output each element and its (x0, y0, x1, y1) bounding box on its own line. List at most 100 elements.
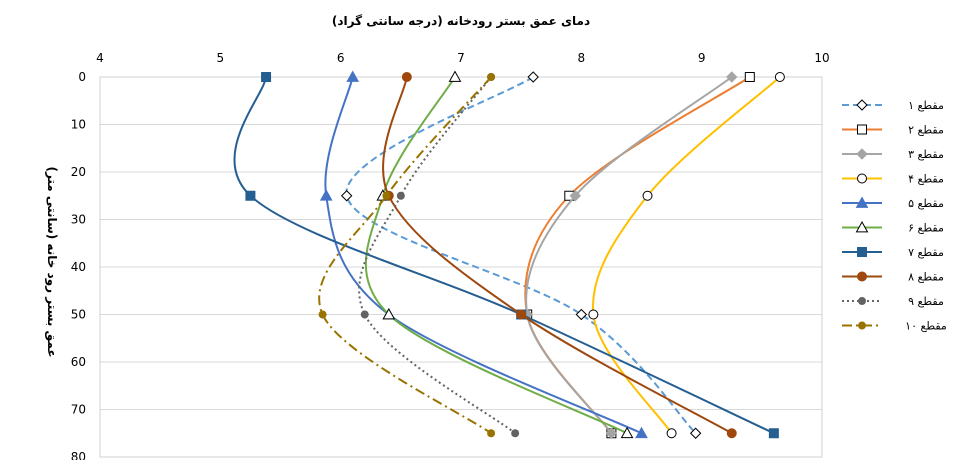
series-7 (233, 72, 779, 439)
legend-item: مقطع ۴ (842, 173, 944, 186)
x-tick-label: 5 (217, 51, 225, 65)
series-line (591, 76, 781, 434)
series-4 (588, 72, 785, 439)
series-marker (855, 196, 869, 208)
series-marker (487, 73, 496, 81)
legend-label: مقطع ۴ (908, 173, 944, 186)
legend-label: مقطع ۲ (908, 124, 944, 137)
series-marker (245, 190, 256, 201)
legend-label: مقطع ۳ (908, 148, 944, 161)
series-marker (340, 190, 353, 202)
series-marker (856, 148, 868, 160)
y-tick-label: 20 (71, 165, 86, 179)
chart-title: دمای عمق بستر رودخانه (درجه سانتی گراد) (332, 14, 590, 29)
x-tick-label: 4 (96, 51, 104, 65)
series-line (358, 76, 516, 435)
legend-label: مقطع ۶ (908, 222, 944, 235)
series-marker (396, 191, 405, 200)
series-marker (768, 428, 779, 439)
series-marker (319, 189, 333, 201)
y-tick-label: 40 (71, 260, 86, 274)
legend-label: مقطع ۹ (908, 295, 944, 308)
series-marker (666, 428, 677, 439)
series-marker (857, 173, 867, 184)
legend: مقطع ۱ مقطع ۲ مقطع ۳ مقطع ۴ مقطع ۵ مقطع ۶ مقطع… (842, 99, 947, 333)
series-marker (588, 309, 599, 320)
series-marker (487, 429, 496, 438)
series-marker (382, 307, 396, 320)
series-marker (635, 426, 648, 439)
series-marker (856, 99, 868, 111)
plot-border (99, 76, 823, 458)
x-tick-label: 8 (578, 51, 586, 65)
legend-label: مقطع ۵ (908, 197, 944, 210)
legend-item: مقطع ۶ (842, 220, 944, 235)
gridlines (100, 124, 822, 410)
legend-item: مقطع ۱۰ (842, 320, 947, 333)
legend-item: مقطع ۳ (842, 148, 944, 161)
series-marker (857, 271, 867, 282)
y-tick-label: 50 (71, 308, 86, 322)
series-line (345, 76, 697, 434)
series-marker (346, 70, 360, 82)
x-tick-label: 10 (814, 51, 829, 65)
legend-label: مقطع ۱۰ (905, 320, 947, 333)
y-tick-label: 60 (71, 355, 86, 369)
series-marker (360, 310, 369, 319)
x-tick-label: 6 (337, 51, 345, 65)
x-tick-label: 7 (457, 51, 465, 65)
series-line (382, 76, 733, 435)
series-marker (620, 426, 634, 439)
series-marker (726, 428, 737, 439)
series-line (233, 76, 775, 435)
series-marker (569, 190, 582, 202)
series-8 (382, 72, 737, 439)
series-marker (857, 247, 867, 257)
series-marker (774, 72, 785, 82)
legend-item: مقطع ۱ (842, 99, 944, 112)
series-line (318, 76, 492, 435)
series-group (233, 70, 785, 439)
series-marker (318, 310, 327, 319)
series-3 (521, 71, 738, 439)
series-marker (642, 190, 653, 201)
legend-item: مقطع ۸ (842, 271, 944, 284)
series-marker (575, 308, 588, 321)
y-tick-label: 10 (71, 118, 86, 132)
series-marker (448, 70, 462, 82)
legend-item: مقطع ۷ (842, 246, 944, 259)
series-marker (382, 191, 391, 200)
series-marker (605, 427, 618, 439)
series-marker (516, 309, 527, 320)
series-marker (855, 220, 869, 233)
y-axis-label: عمق بستر رود خانه (سانتی متر) (44, 166, 59, 357)
series-10 (318, 73, 496, 438)
series-marker (511, 429, 520, 438)
series-marker (858, 321, 866, 330)
series-marker (261, 72, 272, 82)
series-marker (744, 72, 755, 82)
series-9 (358, 73, 520, 438)
series-marker (858, 297, 866, 305)
series-marker (401, 72, 412, 82)
x-tick-label: 9 (698, 51, 706, 65)
y-tick-label: 30 (71, 213, 86, 227)
axes: 0 10 20 30 40 50 60 70 80 4 5 6 7 8 9 10 (71, 51, 830, 460)
legend-label: مقطع ۱ (908, 99, 944, 112)
y-tick-label: 0 (78, 70, 86, 84)
series-marker (527, 71, 539, 83)
series-line (324, 76, 642, 435)
legend-label: مقطع ۷ (908, 246, 944, 259)
y-tick-label: 80 (71, 450, 86, 460)
y-tick-label: 70 (71, 403, 86, 417)
series-marker (726, 71, 738, 83)
series-line (364, 76, 628, 435)
series-line (525, 76, 733, 434)
series-marker (857, 124, 867, 135)
legend-item: مقطع ۹ (842, 295, 944, 308)
legend-item: مقطع ۲ (842, 124, 944, 137)
legend-label: مقطع ۸ (908, 271, 944, 284)
series-1 (340, 71, 702, 439)
legend-item: مقطع ۵ (842, 196, 944, 210)
